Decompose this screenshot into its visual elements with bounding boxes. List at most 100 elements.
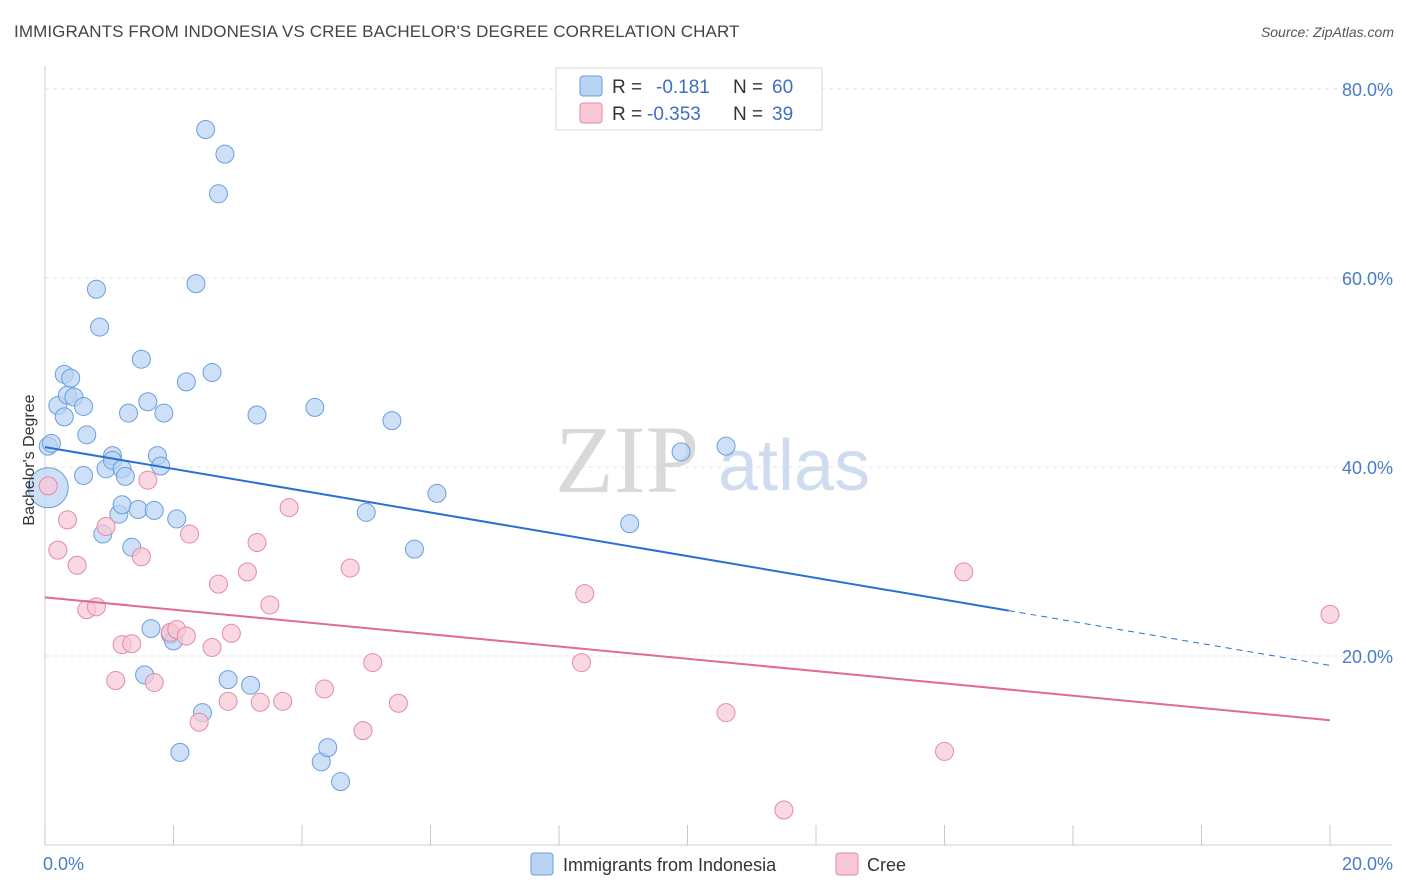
cree-point bbox=[86, 597, 106, 617]
cree-point bbox=[716, 703, 736, 723]
cree-point bbox=[48, 540, 68, 560]
cree-point bbox=[67, 555, 87, 575]
cree-point bbox=[247, 533, 267, 553]
cree-point bbox=[279, 498, 299, 518]
legend-swatch-pink bbox=[579, 102, 603, 124]
legend-r-value-1: -0.181 bbox=[656, 77, 710, 98]
indonesia-point bbox=[620, 514, 640, 534]
indonesia-point bbox=[176, 372, 196, 392]
indonesia-point bbox=[167, 509, 187, 529]
watermark-atlas: atlas bbox=[718, 426, 870, 506]
legend-swatch-indonesia bbox=[530, 852, 554, 876]
cree-point bbox=[131, 547, 151, 567]
legend-n-label-2: N = bbox=[733, 104, 763, 125]
indonesia-point bbox=[112, 495, 132, 515]
indonesia-point bbox=[241, 675, 261, 695]
cree-point bbox=[144, 672, 164, 692]
indonesia-point bbox=[74, 465, 94, 485]
x-tick-label: 20.0% bbox=[1342, 854, 1393, 874]
legend-n-label-1: N = bbox=[733, 77, 763, 98]
indonesia-point bbox=[186, 274, 206, 294]
indonesia-trend-line bbox=[44, 446, 1009, 612]
cree-point bbox=[221, 623, 241, 643]
y-tick-label: 40.0% bbox=[1342, 458, 1393, 478]
indonesia-point bbox=[131, 349, 151, 369]
cree-point bbox=[1320, 604, 1340, 624]
legend-n-value-2: 39 bbox=[772, 104, 793, 125]
series-legend: Immigrants from Indonesia Cree bbox=[530, 852, 906, 876]
legend-n-value-1: 60 bbox=[772, 77, 793, 98]
y-tick-label: 60.0% bbox=[1342, 269, 1393, 289]
cree-point bbox=[218, 691, 238, 711]
cree-trend-line bbox=[44, 596, 1331, 722]
indonesia-point bbox=[218, 670, 238, 690]
grid bbox=[45, 88, 1392, 657]
cree-point bbox=[57, 510, 77, 530]
chart-title: IMMIGRANTS FROM INDONESIA VS CREE BACHEL… bbox=[14, 22, 740, 41]
cree-point bbox=[189, 712, 209, 732]
cree-point bbox=[954, 562, 974, 582]
cree-point bbox=[106, 671, 126, 691]
indonesia-point bbox=[154, 403, 174, 423]
source-label: Source: ZipAtlas.com bbox=[1260, 24, 1394, 40]
indonesia-point bbox=[215, 144, 235, 164]
indonesia-point bbox=[305, 397, 325, 417]
cree-point bbox=[180, 524, 200, 544]
indonesia-point bbox=[86, 279, 106, 299]
legend-label-cree: Cree bbox=[867, 855, 906, 875]
cree-point bbox=[202, 637, 222, 657]
trend-lines bbox=[44, 446, 1331, 722]
indonesia-point bbox=[196, 120, 216, 140]
correlation-legend: R = -0.181 N = 60 R = -0.353 N = 39 bbox=[555, 67, 823, 131]
indonesia-point bbox=[382, 411, 402, 431]
cree-point bbox=[571, 653, 591, 673]
legend-label-indonesia: Immigrants from Indonesia bbox=[563, 855, 777, 875]
cree-point bbox=[363, 653, 383, 673]
series-cree-points bbox=[38, 470, 1340, 820]
cree-point bbox=[340, 558, 360, 578]
cree-point bbox=[208, 574, 228, 594]
indonesia-point bbox=[119, 403, 139, 423]
legend-r-label-1: R = bbox=[612, 77, 642, 98]
indonesia-point bbox=[141, 619, 161, 639]
indonesia-point bbox=[90, 317, 110, 337]
cree-point bbox=[314, 679, 334, 699]
indonesia-point bbox=[404, 539, 424, 559]
indonesia-point bbox=[318, 738, 338, 758]
indonesia-point bbox=[208, 184, 228, 204]
cree-point bbox=[176, 626, 196, 646]
cree-point bbox=[774, 800, 794, 820]
indonesia-point bbox=[247, 405, 267, 425]
cree-point bbox=[250, 692, 270, 712]
y-tick-label: 80.0% bbox=[1342, 80, 1393, 100]
watermark: ZIP atlas bbox=[555, 406, 870, 513]
cree-point bbox=[38, 476, 58, 496]
legend-r-label-2: R = bbox=[612, 104, 642, 125]
cree-point bbox=[935, 741, 954, 761]
x-tick-label: 0.0% bbox=[43, 854, 84, 874]
cree-point bbox=[122, 634, 142, 654]
indonesia-point bbox=[61, 368, 81, 388]
indonesia-trend-extension bbox=[1008, 610, 1331, 666]
indonesia-point bbox=[356, 502, 376, 522]
indonesia-point bbox=[331, 772, 351, 792]
indonesia-point bbox=[77, 425, 97, 445]
cree-point bbox=[353, 721, 373, 741]
watermark-zip: ZIP bbox=[555, 406, 699, 513]
data-points bbox=[27, 120, 1340, 820]
indonesia-point bbox=[716, 436, 736, 456]
indonesia-point bbox=[54, 407, 74, 427]
indonesia-point bbox=[671, 442, 691, 462]
cree-point bbox=[138, 470, 158, 490]
legend-swatch-cree bbox=[835, 852, 859, 876]
indonesia-point bbox=[74, 396, 94, 416]
y-tick-label: 20.0% bbox=[1342, 647, 1393, 667]
indonesia-point bbox=[128, 499, 148, 519]
cree-point bbox=[96, 516, 116, 536]
y-axis-label: Bachelor's Degree bbox=[21, 394, 38, 525]
cree-point bbox=[388, 693, 408, 713]
cree-point bbox=[273, 691, 293, 711]
indonesia-point bbox=[115, 466, 135, 486]
indonesia-point bbox=[427, 483, 447, 503]
